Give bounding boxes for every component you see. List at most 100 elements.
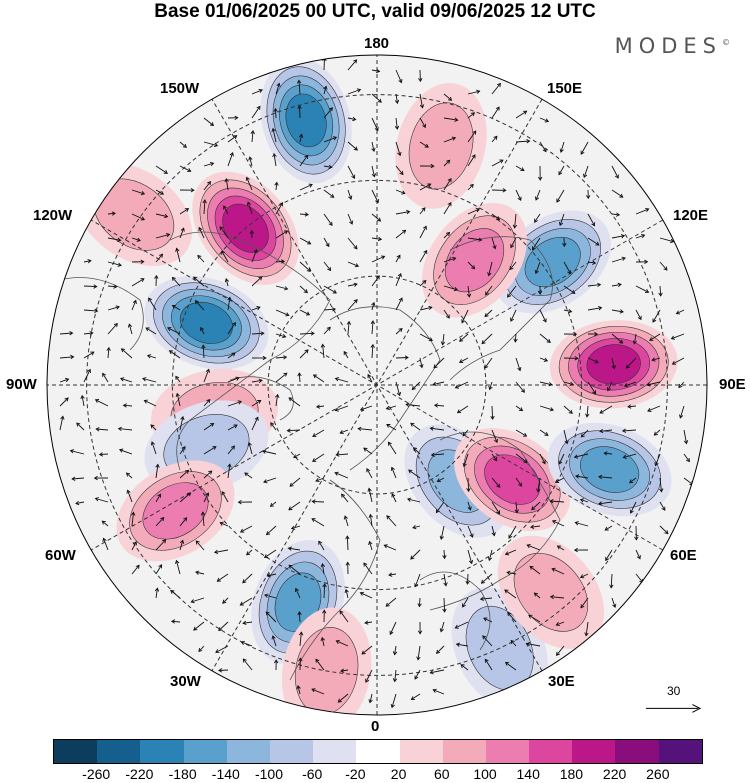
wind-vector [179, 517, 188, 527]
wind-vector [395, 297, 403, 311]
wind-vector [335, 452, 349, 457]
wind-vector [587, 237, 600, 246]
lon-label-120e: 120E [673, 207, 709, 224]
wind-vector [334, 377, 349, 383]
wind-vector [604, 525, 613, 531]
wind-vector [432, 688, 445, 695]
wind-vector [579, 498, 589, 503]
wind-vector [454, 621, 469, 629]
wind-vector [562, 237, 567, 248]
wind-vector [219, 521, 229, 527]
wind-vector [598, 474, 613, 480]
wind-vector [443, 93, 453, 101]
wind-vector [266, 573, 277, 578]
wind-vector [611, 189, 624, 198]
wind-vector [75, 500, 85, 506]
wind-vector [311, 518, 325, 527]
colorbar-bin [529, 740, 573, 763]
wind-vector [143, 399, 157, 407]
wind-vector [150, 441, 157, 455]
wind-vector [466, 477, 471, 493]
wind-vector [635, 285, 650, 294]
anomaly-blob [547, 422, 672, 517]
wind-vector [311, 688, 325, 695]
wind-vector [71, 476, 85, 481]
wind-vector [483, 617, 493, 623]
wind-vector [347, 213, 354, 225]
wind-vector [275, 372, 288, 383]
colorbar-tick-label: 220 [602, 766, 627, 782]
wind-vector [371, 255, 386, 263]
wind-vector [320, 563, 326, 575]
wind-vector [395, 273, 402, 287]
wind-vector [649, 333, 661, 341]
wind-vector [198, 226, 205, 239]
wind-vector [368, 693, 373, 704]
wind-vector [659, 237, 675, 244]
wind-vector [371, 93, 382, 103]
wind-vector [227, 321, 236, 335]
wind-vector [287, 546, 301, 551]
wind-vector [154, 274, 159, 287]
colorbar-bin [140, 740, 184, 763]
wind-vector [294, 587, 301, 599]
wind-vector [337, 693, 349, 703]
wind-vector [417, 621, 423, 635]
wind-vector [272, 152, 277, 167]
wind-vector [485, 285, 493, 296]
wind-vector [155, 189, 165, 195]
wind-vector [271, 127, 277, 143]
wind-vector [467, 130, 477, 143]
wind-vector [251, 331, 265, 336]
latitude-circle [267, 275, 487, 495]
wind-vector [659, 477, 664, 493]
wind-vector [539, 381, 553, 387]
wind-vector [274, 181, 279, 191]
wind-vector [179, 208, 190, 215]
wind-vector [323, 326, 331, 335]
wind-vector [539, 309, 547, 323]
wind-vector [155, 232, 171, 239]
wind-vector [315, 477, 325, 483]
wind-vector [269, 501, 277, 507]
wind-vector [203, 141, 219, 148]
wind-vector [367, 487, 373, 503]
colorbar-tick-label: 140 [516, 766, 540, 782]
wind-vector [539, 357, 549, 362]
wind-vector [195, 570, 205, 575]
wind-vector [247, 441, 253, 455]
coastline [449, 236, 553, 381]
wind-vector [131, 213, 146, 221]
wind-vector [539, 141, 547, 153]
wind-vector [611, 333, 624, 344]
wind-vector [634, 525, 639, 541]
wind-vector [530, 524, 541, 530]
wind-vector [59, 331, 74, 336]
wind-vector [622, 453, 637, 459]
colorbar-bin [485, 740, 530, 763]
wind-vector [227, 445, 235, 455]
wind-vector [563, 356, 579, 361]
wind-vector [93, 475, 109, 481]
wind-vector [270, 422, 277, 431]
wind-vector [275, 201, 284, 215]
wind-vector [435, 645, 445, 654]
wind-vector [458, 357, 469, 363]
wind-vector [334, 405, 349, 412]
wind-vector [392, 669, 398, 683]
wind-vector [429, 426, 445, 431]
map-border [46, 54, 708, 716]
wind-vector [198, 645, 205, 653]
wind-vector [580, 429, 589, 438]
colorbar-bin [226, 740, 270, 763]
wind-vector [515, 477, 522, 487]
wind-vector [395, 69, 403, 84]
wind-vector [347, 237, 358, 250]
coastline [429, 431, 561, 611]
wind-vector [659, 525, 669, 535]
wind-vector [227, 376, 240, 383]
wind-vector [491, 477, 501, 488]
wind-vector [410, 549, 421, 560]
wind-vector [599, 428, 613, 434]
wind-vector [418, 69, 423, 83]
